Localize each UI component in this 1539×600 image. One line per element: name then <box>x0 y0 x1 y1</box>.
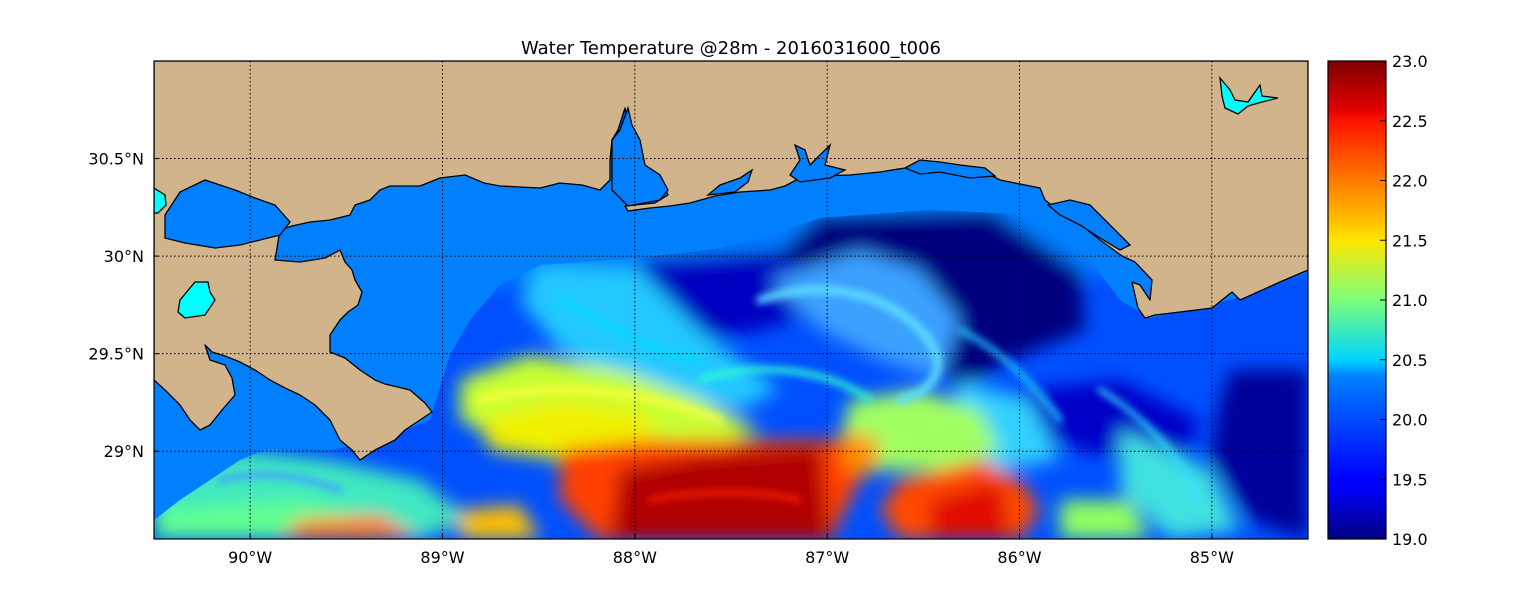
x-axis: 90°W 89°W 88°W 87°W 86°W 85°W <box>228 534 1234 567</box>
colorbar-tick-label: 20.0 <box>1392 411 1428 430</box>
y-axis: 30.5°N 30°N 29.5°N 29°N <box>88 150 159 461</box>
colorbar-gradient <box>1327 60 1387 540</box>
colorbar-tick-label: 22.5 <box>1392 112 1428 131</box>
x-tick-label: 85°W <box>1190 548 1234 567</box>
perdido-bay <box>705 168 754 196</box>
colorbar-tick-label: 21.5 <box>1392 231 1428 250</box>
inland-lake-west <box>154 187 167 214</box>
colorbar-tick-label: 22.0 <box>1392 172 1428 191</box>
gridlines <box>154 61 1308 539</box>
x-tick-label: 86°W <box>997 548 1041 567</box>
temperature-streaks <box>217 286 1203 503</box>
colorbar-tick-label: 23.0 <box>1392 52 1428 71</box>
map-area <box>154 61 1308 539</box>
choctawhatchee-bay <box>903 159 997 179</box>
inland-lake-east <box>1219 75 1279 115</box>
x-tick-label: 88°W <box>613 548 657 567</box>
st-andrews-bay <box>1046 199 1132 251</box>
map-frame <box>153 60 1309 540</box>
y-tick-label: 29°N <box>104 442 144 461</box>
y-tick-label: 30°N <box>104 247 144 266</box>
inland-lake-south <box>177 281 216 319</box>
x-tick-label: 90°W <box>228 548 272 567</box>
x-tick-label: 89°W <box>420 548 464 567</box>
y-tick-label: 29.5°N <box>88 345 144 364</box>
map-title: Water Temperature @28m - 2016031600_t006 <box>521 38 941 59</box>
x-tick-label: 87°W <box>805 548 849 567</box>
colorbar-tick-label: 19.0 <box>1392 530 1428 549</box>
colorbar-ticks: 23.0 22.5 22.0 21.5 21.0 20.5 20.0 19.5 19.0 <box>1380 52 1428 549</box>
colorbar-tick-label: 21.0 <box>1392 291 1428 310</box>
colorbar-tick-label: 19.5 <box>1392 470 1428 489</box>
y-tick-label: 30.5°N <box>88 150 144 169</box>
mobile-bay <box>611 105 669 207</box>
colorbar-tick-label: 20.5 <box>1392 351 1428 370</box>
colorbar: 23.0 22.5 22.0 21.5 21.0 20.5 20.0 19.5 19.0 <box>1327 52 1428 549</box>
lake-pontchartrain <box>164 179 291 249</box>
pensacola-bay <box>789 142 847 183</box>
